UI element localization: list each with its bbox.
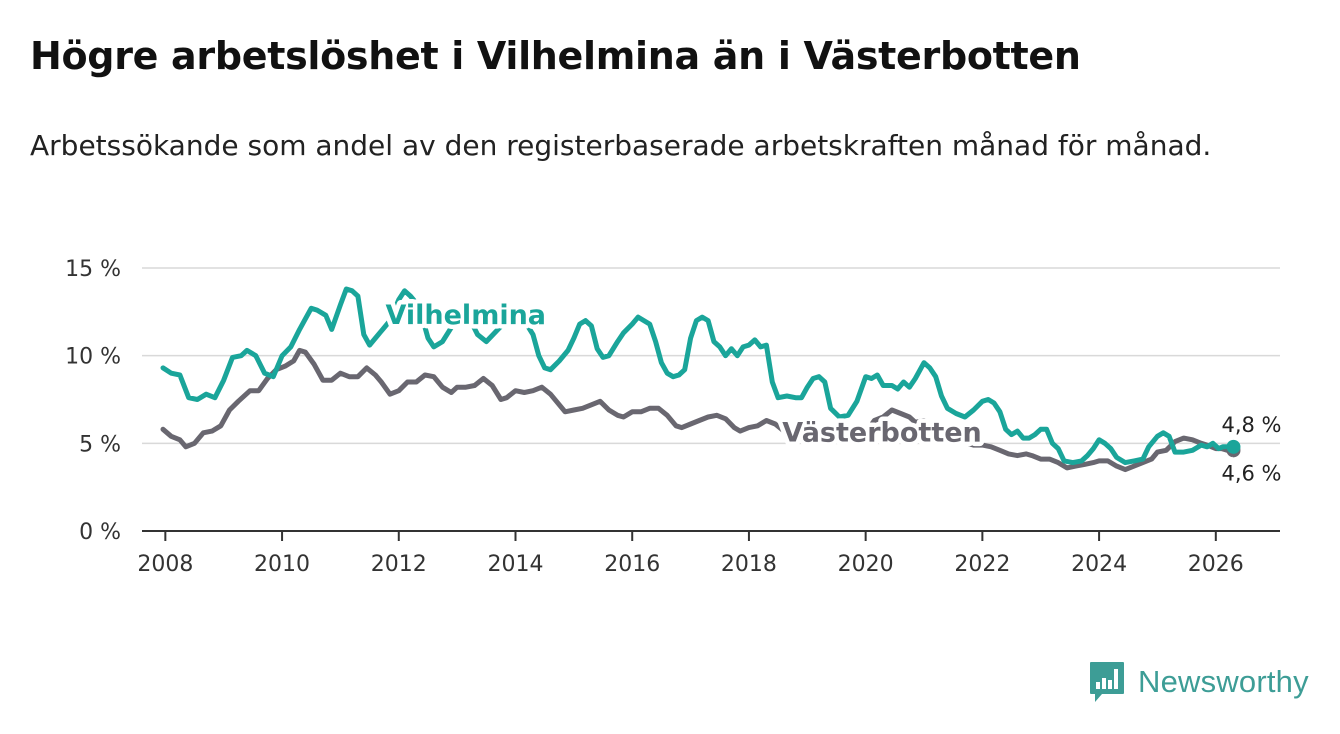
x-tick-label: 2018 bbox=[721, 552, 777, 577]
series-label-vilhelmina: Vilhelmina bbox=[385, 300, 546, 331]
end-label-vasterbotten: 4,6 % bbox=[1221, 461, 1281, 485]
series-label-vasterbotten: Västerbotten bbox=[782, 417, 981, 448]
x-tick-label: 2022 bbox=[954, 552, 1010, 577]
series-line-vasterbotten bbox=[160, 347, 1230, 473]
x-tick-label: 2016 bbox=[604, 552, 660, 577]
x-tick-label: 2014 bbox=[487, 552, 543, 577]
y-tick-label: 5 % bbox=[79, 432, 121, 457]
x-tick-label: 2024 bbox=[1071, 552, 1127, 577]
series-line-vilhelmina bbox=[160, 286, 1230, 466]
x-tick-label: 2010 bbox=[254, 552, 310, 577]
brand-logo: Newsworthy bbox=[1088, 660, 1309, 704]
end-marker-vilhelmina bbox=[1226, 439, 1241, 454]
y-tick-label: 15 % bbox=[65, 257, 121, 282]
x-tick-label: 2026 bbox=[1188, 552, 1244, 577]
x-tick-label: 2012 bbox=[371, 552, 427, 577]
chart-subtitle: Arbetssökande som andel av den registerb… bbox=[30, 129, 1212, 162]
x-tick-label: 2008 bbox=[137, 552, 193, 577]
x-tick-label: 2020 bbox=[838, 552, 894, 577]
brand-name: Newsworthy bbox=[1138, 664, 1309, 699]
y-tick-label: 0 % bbox=[79, 520, 121, 545]
chart-title: Högre arbetslöshet i Vilhelmina än i Väs… bbox=[30, 34, 1081, 78]
newsworthy-logo-icon bbox=[1090, 662, 1124, 702]
y-tick-label: 10 % bbox=[65, 345, 121, 370]
end-label-vilhelmina: 4,8 % bbox=[1221, 413, 1281, 437]
